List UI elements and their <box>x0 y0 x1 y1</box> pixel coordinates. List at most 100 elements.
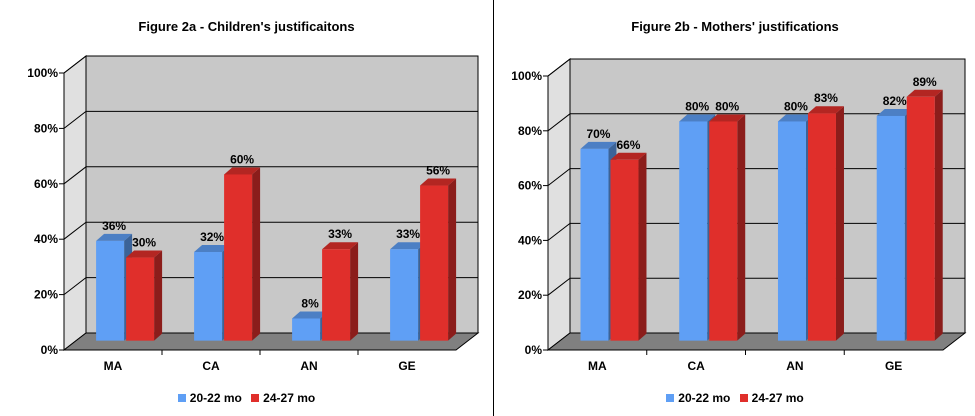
bar-side <box>154 250 163 341</box>
gridline <box>63 110 478 129</box>
y-tick-label: 80% <box>518 124 542 138</box>
legend-label-series-1: 20-22 mo <box>189 391 242 405</box>
legend-item-series-2: 24-27 mo <box>251 391 315 405</box>
data-label: 89% <box>913 75 937 89</box>
bar-front <box>390 249 419 341</box>
x-tick-label: MA <box>104 359 123 373</box>
bar-front <box>126 257 155 341</box>
gridline <box>63 55 478 74</box>
bar-top <box>224 167 261 175</box>
bar-top <box>610 152 647 160</box>
bar-ge-series-2 <box>906 89 943 341</box>
legend-swatch-series-2 <box>251 394 260 402</box>
bar-ca-series-2 <box>709 114 746 341</box>
bar-front <box>709 121 738 341</box>
bar-ca-series-2 <box>224 167 261 341</box>
data-label: 30% <box>132 236 156 250</box>
bar-top <box>807 106 844 114</box>
bar-front <box>322 249 351 341</box>
data-label: 82% <box>883 94 907 108</box>
chart-side-wall <box>547 57 571 352</box>
bar-front <box>194 252 223 341</box>
bar-side <box>350 242 359 341</box>
bar-front <box>807 113 836 341</box>
legend-swatch-series-1 <box>666 394 675 402</box>
chart-side-wall <box>63 54 87 352</box>
y-tick-label: 80% <box>34 121 58 135</box>
bar-side <box>448 178 457 341</box>
bar-top <box>876 108 913 116</box>
y-tick-label: 60% <box>34 177 58 191</box>
y-tick-label: 40% <box>34 232 58 246</box>
chart-panel-b: 0% 20% 40% 60% 80% 100% MA CA AN GE 70% 66% 80% 80% 80… <box>493 0 975 416</box>
bar-top <box>292 311 329 319</box>
data-label: 66% <box>616 138 640 152</box>
legend-swatch-series-1 <box>177 394 186 402</box>
bar-front <box>580 148 609 341</box>
bar-front <box>906 96 935 341</box>
gridline <box>63 166 478 185</box>
chart-b-plot: 0% 20% 40% 60% 80% 100% MA CA AN GE 70% 66% 80% 80% 80… <box>511 57 967 373</box>
legend-label-series-2: 24-27 mo <box>263 391 316 405</box>
bar-ma-series-2 <box>610 152 647 341</box>
bar-side <box>835 106 844 341</box>
bar-front <box>420 185 449 341</box>
bar-front <box>679 121 708 341</box>
bar-front <box>224 174 253 341</box>
data-label: 83% <box>814 91 838 105</box>
bar-top <box>580 141 617 149</box>
chart-b-title: Figure 2b - Mothers' justifications <box>631 19 839 34</box>
data-label: 36% <box>102 219 126 233</box>
legend-swatch-series-2 <box>739 394 748 402</box>
x-tick-label: CA <box>687 359 705 373</box>
y-tick-label: 20% <box>34 288 58 302</box>
x-tick-label: AN <box>300 359 317 373</box>
y-tick-label: 0% <box>525 343 543 357</box>
data-label: 80% <box>685 99 709 113</box>
data-label: 60% <box>230 152 254 166</box>
x-tick-label: CA <box>202 359 220 373</box>
x-tick-label: GE <box>885 359 902 373</box>
y-tick-label: 20% <box>518 288 542 302</box>
bar-top <box>96 233 133 241</box>
y-tick-label: 0% <box>41 343 59 357</box>
bar-top <box>126 250 163 258</box>
gridline <box>63 221 478 240</box>
bar-side <box>638 152 647 341</box>
bar-side <box>737 114 746 341</box>
bar-top <box>777 114 814 122</box>
bar-front <box>292 318 321 341</box>
bar-top <box>906 89 943 97</box>
bar-front <box>610 159 639 341</box>
data-label: 56% <box>426 164 450 178</box>
bar-side <box>252 167 261 341</box>
data-label: 70% <box>586 127 610 141</box>
bar-top <box>390 242 427 250</box>
legend-label-series-1: 20-22 mo <box>678 391 731 405</box>
data-label: 32% <box>200 230 224 244</box>
y-tick-label: 60% <box>518 179 542 193</box>
legend-item-series-2: 24-27 mo <box>739 391 804 405</box>
bar-ge-series-2 <box>420 178 457 341</box>
x-tick-label: MA <box>588 359 607 373</box>
bar-top <box>679 114 716 122</box>
bar-front <box>876 115 905 341</box>
legend-item-series-1: 20-22 mo <box>666 391 730 405</box>
bar-side <box>934 89 943 341</box>
chart-b-legend: 20-22 mo 24-27 mo <box>494 391 975 405</box>
y-tick-label: 100% <box>27 66 58 80</box>
bar-an-series-2 <box>807 106 844 341</box>
bar-front <box>777 121 806 341</box>
chart-a-legend: 20-22 mo 24-27 mo <box>0 391 493 405</box>
chart-panel-a: 0% 20% 40% 60% 80% 100% MA CA AN GE 36% 30% 32% 60% 8%… <box>0 19 493 405</box>
chart-a-title: Figure 2a - Children's justificaitons <box>138 19 355 34</box>
data-label: 33% <box>396 227 420 241</box>
legend-item-series-1: 20-22 mo <box>177 391 242 405</box>
bar-top <box>709 114 746 122</box>
data-label: 8% <box>301 296 319 310</box>
gridline <box>547 58 965 77</box>
x-tick-label: GE <box>398 359 415 373</box>
bar-top <box>194 245 231 253</box>
x-tick-label: AN <box>786 359 803 373</box>
bar-top <box>322 242 359 250</box>
